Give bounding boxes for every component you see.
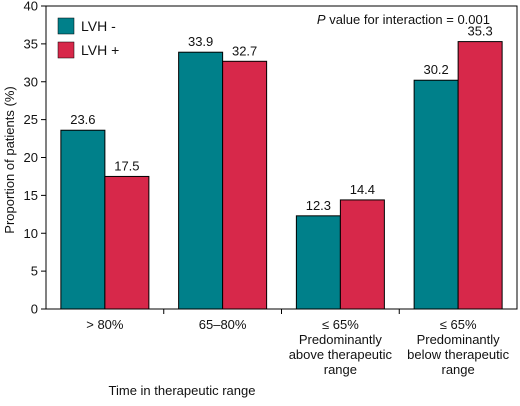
y-tick-label: 15 [24,188,38,203]
bar-value-labels: 23.6 33.9 12.3 30.2 17.5 32.7 14.4 35.3 [70,24,493,213]
bar-lvh-minus [413,79,459,310]
bar-lvh-minus [295,215,341,310]
x-tick-label-line: range [442,362,475,377]
bar-lvh-minus [60,129,106,310]
p-italic: P [317,12,326,27]
bar-value-label: 30.2 [423,62,448,77]
x-tick-label-line: range [324,362,357,377]
y-tick-label: 25 [24,112,38,127]
p-value-text: value for interaction = 0.001 [326,12,490,27]
bar-value-label: 33.9 [188,34,213,49]
x-tick-label-line: > 80% [86,317,124,332]
bar-value-label: 32.7 [232,43,257,58]
y-tick-label: 30 [24,74,38,89]
bar-value-label: 12.3 [306,198,331,213]
x-tick-label: > 80% [86,317,124,332]
x-tick-label-line: 65–80% [199,317,247,332]
y-tick-label: 40 [24,0,38,14]
x-tick-label-line: Predominantly [299,332,383,347]
bar-lvh-minus [178,51,224,310]
bar-value-label: 23.6 [70,112,95,127]
x-tick-label: ≤ 65% Predominantly above therapeutic range [289,317,393,377]
y-tick-label: 5 [31,264,38,279]
legend: LVH - LVH + [57,17,119,59]
x-tick-label: ≤ 65% Predominantly below therapeutic range [407,317,509,377]
bars [60,41,503,310]
legend-swatch [57,41,75,59]
y-tick-label: 0 [31,302,38,317]
y-axis-title: Proportion of patients (%) [2,86,17,233]
bar-value-label: 14.4 [350,182,375,197]
x-tick-label-line: below therapeutic [407,347,509,362]
x-tick-label-line: ≤ 65% [322,317,359,332]
y-tick-label: 35 [24,36,38,51]
bar-value-label: 17.5 [114,158,139,173]
x-axis-title: Time in therapeutic range [109,383,256,398]
y-tick-label: 10 [24,226,38,241]
interaction-p-value-annotation: P value for interaction = 0.001 [317,12,490,27]
legend-label: LVH + [81,42,119,58]
legend-swatch [57,17,75,35]
x-tick-label-line: Predominantly [417,332,501,347]
bar-lvh-plus [457,41,503,310]
bar-lvh-plus [339,199,385,310]
y-tick-label: 20 [24,150,38,165]
x-tick-label-line: above therapeutic [289,347,393,362]
x-tick-label: 65–80% [199,317,247,332]
x-axis-tick-labels: > 80% 65–80% ≤ 65% Predominantly above thera… [86,317,509,377]
bar-value-label: 35.3 [467,24,492,39]
bar-lvh-plus [104,175,150,310]
legend-label: LVH - [81,18,116,34]
y-axis-ticks: 0 5 10 15 20 25 30 35 40 [24,0,400,317]
bar-lvh-plus [222,60,268,310]
x-tick-label-line: ≤ 65% [440,317,477,332]
